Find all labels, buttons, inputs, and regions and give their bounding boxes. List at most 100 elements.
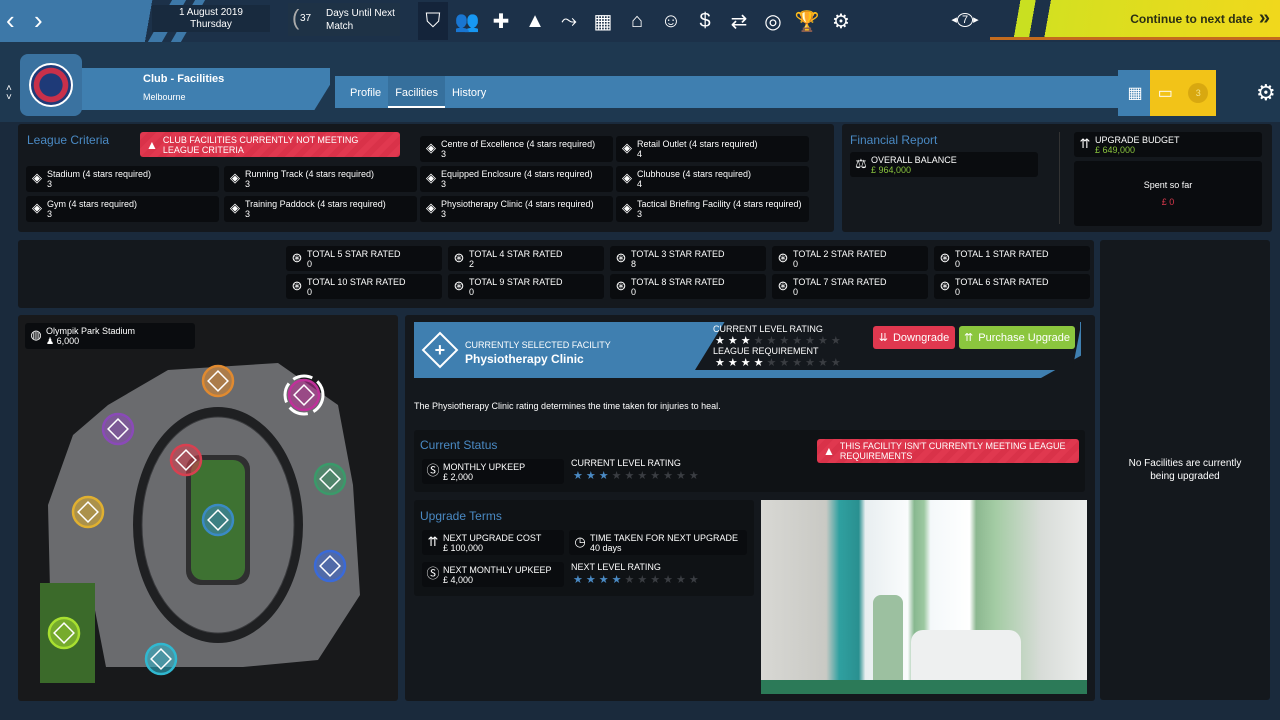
league-criteria-item[interactable]: ◈ Retail Outlet (4 stars required) 4 [616,136,809,162]
star-icon: ★ [598,470,609,482]
star-icon: ★ [715,335,725,347]
facility-marker[interactable] [313,462,347,496]
cone-icon[interactable]: ▲ [525,9,545,32]
total-label: TOTAL 7 STAR RATED [793,277,887,287]
spent-label: Spent so far [1143,180,1193,190]
time-value: 40 days [590,543,622,553]
home-icon[interactable]: ⌂ [630,9,644,32]
criteria-name: Centre of Excellence (4 stars required) [441,139,596,149]
star-total-card: ⊛ TOTAL 1 STAR RATED 0 [934,246,1090,271]
calendar-button[interactable]: ▦ [1118,70,1152,116]
facility-marker[interactable] [283,374,325,416]
scales-icon: ⚖ [855,156,867,171]
facility-marker[interactable] [169,443,203,477]
total-value: 0 [955,259,961,269]
transfer-icon[interactable]: ⇄ [730,10,748,33]
money-icon: Ⓢ [426,566,440,581]
star-icon: ★ [611,574,622,586]
facility-marker[interactable] [101,412,135,446]
star-icon: ★ [740,335,751,347]
club-switch-arrows[interactable]: ˄ ˅ [6,83,12,103]
current-status-title: Current Status [420,438,498,452]
facility-diamond-icon: ◈ [426,140,436,155]
medical-icon[interactable]: ✚ [492,10,510,33]
settings-gear-icon[interactable]: ⚙ [1256,80,1276,105]
tab-facilities[interactable]: Facilities [388,76,445,108]
facility-marker[interactable] [313,549,347,583]
facility-marker[interactable] [201,364,235,398]
advance-days-selector[interactable]: ◂ 7 ▸ [951,13,979,27]
star-rating-badge-icon: ⊛ [777,278,789,293]
facility-diamond-icon: ◈ [32,200,42,215]
star-total-card: ⊛ TOTAL 8 STAR RATED 0 [610,274,766,299]
players-icon[interactable]: ☺ [660,9,682,32]
status-rating-stars: ★ ★ ★ ★ ★ ★ ★ ★ ★ ★ [573,470,699,482]
tactics-icon[interactable]: ⤳ [561,9,577,32]
continue-button[interactable]: Continue to next date » [990,0,1280,40]
total-value: 0 [307,287,313,297]
star-icon: ★ [573,470,583,482]
upgrade-budget-card: ⇈ UPGRADE BUDGET £ 649,000 [1074,132,1262,157]
financial-report-panel: Financial Report ⚖ OVERALL BALANCE £ 964,0… [842,124,1272,232]
facility-marker[interactable] [144,642,178,676]
league-criteria-item[interactable]: ◈ Running Track (4 stars required) 3 [224,166,417,192]
star-icon: ★ [650,574,661,586]
stadium-map [40,363,360,683]
total-value: 8 [631,259,637,269]
star-total-card: ⊛ TOTAL 5 STAR RATED 0 [286,246,442,271]
treatment-chair [873,595,903,694]
staff-icon[interactable]: 👥 [454,10,480,33]
star-icon: ★ [753,357,764,369]
facility-marker[interactable] [201,503,235,537]
league-criteria-item[interactable]: ◈ Clubhouse (4 stars required) 4 [616,166,809,192]
settings-group-icon[interactable]: ⚙ [832,10,850,33]
warning-icon: ▲ [146,137,158,152]
tab-profile[interactable]: Profile [350,87,382,99]
monthly-upkeep-card: Ⓢ MONTHLY UPKEEP £ 2,000 [422,459,564,484]
star-icon: ★ [585,574,596,586]
club-logo[interactable] [20,54,82,116]
cost-label: NEXT UPGRADE COST [443,533,542,543]
current-rating-stars: ★ ★ ★ ★ ★ ★ ★ ★ ★ ★ [715,335,841,347]
downgrade-button[interactable]: ⇊ Downgrade [873,326,955,349]
selected-facility-name: Physiotherapy Clinic [465,352,584,366]
forward-button[interactable]: › [34,5,43,35]
star-icon: ★ [766,357,777,369]
star-icon: ★ [611,470,622,482]
main-nav-icons: ⛉ 👥 ✚ ▲ ⤳ ▦ ⌂ ☺ $ ⇄ ◎ 🏆 ⚙ [418,2,856,40]
inbox-button[interactable]: ▭ 3 [1150,70,1216,116]
back-button[interactable]: ‹ [6,5,15,35]
star-icon: ★ [805,335,815,347]
upkeep-value: £ 2,000 [443,472,474,482]
league-criteria-item[interactable]: ◈ Equipped Enclosure (4 stars required) 3 [420,166,613,192]
days-count: 37 [300,13,312,24]
league-criteria-item[interactable]: ◈ Stadium (4 stars required) 3 [26,166,219,192]
criteria-name: Equipped Enclosure (4 stars required) [441,169,593,179]
facility-diamond-icon: ◈ [622,200,632,215]
total-label: TOTAL 8 STAR RATED [631,277,725,287]
star-icon: ★ [818,335,828,347]
calendar-icon[interactable]: ▦ [593,10,613,33]
stadium-name: Olympik Park Stadium [46,326,136,336]
page-title: Club - Facilities [143,73,225,85]
star-total-card: ⊛ TOTAL 9 STAR RATED 0 [448,274,604,299]
purchase-upgrade-button[interactable]: ⇈ Purchase Upgrade [959,326,1075,349]
shield-icon[interactable]: ⛉ [418,2,448,40]
league-criteria-item[interactable]: ◈ Centre of Excellence (4 stars required)… [420,136,613,162]
league-criteria-item[interactable]: ◈ Training Paddock (4 stars required) 3 [224,196,417,222]
facility-marker[interactable] [71,495,105,529]
club-name: Melbourne [143,92,186,102]
trophy-icon[interactable]: 🏆 [794,10,820,33]
tab-history[interactable]: History [451,87,487,99]
star-icon: ★ [818,357,828,369]
league-criteria-item[interactable]: ◈ Physiotherapy Clinic (4 stars required)… [420,196,613,222]
league-criteria-item[interactable]: ◈ Tactical Briefing Facility (4 stars req… [616,196,809,222]
total-label: TOTAL 4 STAR RATED [469,249,563,259]
finance-icon[interactable]: $ [699,9,711,32]
league-criteria-item[interactable]: ◈ Gym (4 stars required) 3 [26,196,219,222]
target-icon[interactable]: ◎ [764,10,782,33]
star-icon: ★ [779,357,790,369]
facility-marker[interactable] [47,616,81,650]
next-rating-stars: ★ ★ ★ ★ ★ ★ ★ ★ ★ ★ [573,574,699,586]
stadium-map-panel: ◍ Olympik Park Stadium ♟ 6,000 [18,315,398,701]
